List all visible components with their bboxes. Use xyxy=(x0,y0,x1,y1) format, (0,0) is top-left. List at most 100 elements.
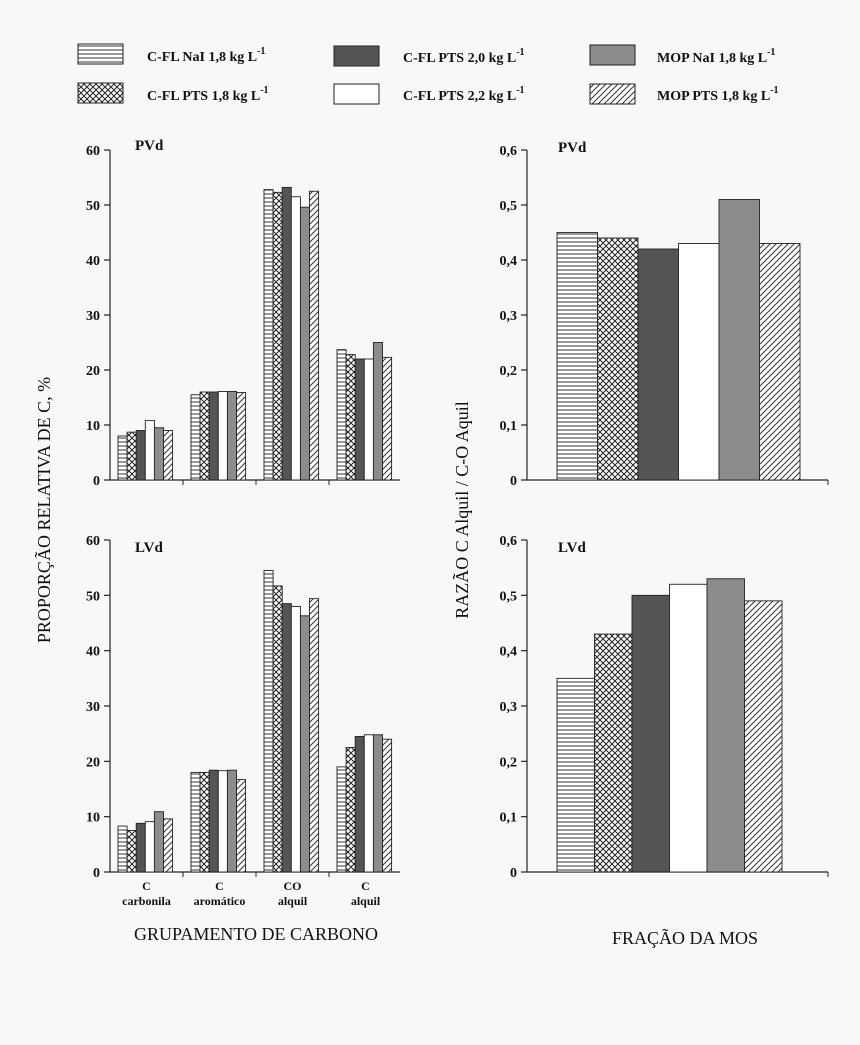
y-tick-label: 40 xyxy=(86,645,100,660)
bar-crosshatch-3 xyxy=(345,354,356,481)
legend-item-cfl-pts-18: C-FL PTS 1,8 kg L-1 xyxy=(77,82,269,104)
bar-white-1 xyxy=(217,770,228,873)
bar-dark-2 xyxy=(281,186,292,481)
y-tick-label: 30 xyxy=(86,309,100,324)
y-tick-label: 20 xyxy=(86,755,100,770)
bar-hlines-3 xyxy=(336,766,347,873)
y-tick-label: 50 xyxy=(86,199,100,214)
bar-white-2 xyxy=(290,605,301,873)
y-tick-label: 0 xyxy=(510,866,517,881)
bar-white-3 xyxy=(363,734,374,873)
bar-diag xyxy=(744,600,783,873)
bar-diag-3 xyxy=(382,356,393,481)
chart-top-right-pvd: PVd 0 0,1 0,2 0,3 0,4 0,5 0,6 xyxy=(500,140,829,489)
svg-text:C-FL PTS 1,8 kg L-1: C-FL PTS 1,8 kg L-1 xyxy=(147,85,269,104)
bar-gray-1 xyxy=(226,391,237,481)
y-tick-label: 50 xyxy=(86,589,100,604)
chart-bottom-left-lvd: LVd0102030405060CcarbonilaCaromáticoCOal… xyxy=(86,534,400,908)
bar-gray-2 xyxy=(299,206,310,481)
y-tick-label: 0,6 xyxy=(500,144,518,159)
legend-item-mop-nai-18: MOP NaI 1,8 kg L-1 xyxy=(589,44,775,66)
y-tick-label: 0,2 xyxy=(500,755,518,770)
bar-white xyxy=(678,243,720,481)
y-tick-label: 0,1 xyxy=(500,419,518,434)
bar-dark-3 xyxy=(354,735,365,873)
y-tick-label: 0 xyxy=(93,474,100,489)
panel-title: LVd xyxy=(135,540,163,556)
bar-hlines-1 xyxy=(190,771,201,873)
x-tick-label: alquil xyxy=(278,894,308,908)
bar-diag-3 xyxy=(382,738,393,873)
legend-label: MOP NaI 1,8 kg L xyxy=(657,51,767,66)
bar-hlines-2 xyxy=(263,569,274,873)
y-tick-label: 0,4 xyxy=(500,645,518,660)
right-y-axis-title: RAZÃO C Alquil / C-O Aquil xyxy=(451,401,472,619)
y-tick-label: 0,1 xyxy=(500,811,518,826)
y-tick-label: 20 xyxy=(86,364,100,379)
panel-title: PVd xyxy=(135,138,164,154)
y-tick-label: 60 xyxy=(86,534,100,549)
legend-swatch xyxy=(77,43,124,65)
bar-white xyxy=(669,583,708,873)
svg-text:MOP PTS 1,8 kg L-1: MOP PTS 1,8 kg L-1 xyxy=(657,85,779,104)
bar-crosshatch-1 xyxy=(199,771,210,873)
y-tick-label: 0,2 xyxy=(500,364,518,379)
bar-white-2 xyxy=(290,196,301,481)
legend-sup: -1 xyxy=(767,47,775,58)
x-tick-label: C xyxy=(361,879,370,893)
bar-white-1 xyxy=(217,391,228,481)
bar-gray xyxy=(706,578,745,873)
bar-hlines-0 xyxy=(117,435,128,481)
svg-text:C-FL PTS 2,2 kg L-1: C-FL PTS 2,2 kg L-1 xyxy=(403,85,525,104)
bar-hlines-2 xyxy=(263,189,274,481)
y-tick-label: 0,4 xyxy=(500,254,518,269)
svg-text:MOP NaI 1,8 kg L-1: MOP NaI 1,8 kg L-1 xyxy=(657,47,775,66)
legend-sup: -1 xyxy=(770,85,778,96)
y-tick-label: 0,5 xyxy=(500,589,518,604)
bar-dark-2 xyxy=(281,603,292,873)
legend: C-FL NaI 1,8 kg L-1 C-FL PTS 1,8 kg L-1 … xyxy=(77,43,779,105)
bar-hlines-0 xyxy=(117,825,128,873)
y-tick-label: 30 xyxy=(86,700,100,715)
bar-crosshatch-0 xyxy=(126,830,137,873)
y-tick-label: 0 xyxy=(93,866,100,881)
legend-swatch xyxy=(77,82,124,104)
legend-label: C-FL PTS 1,8 kg L xyxy=(147,89,260,104)
x-tick-label: C xyxy=(215,879,224,893)
svg-text:C-FL PTS 2,0 kg L-1: C-FL PTS 2,0 kg L-1 xyxy=(403,47,525,66)
bar-crosshatch-3 xyxy=(345,747,356,873)
bar-hlines-1 xyxy=(190,394,201,481)
legend-label: MOP PTS 1,8 kg L xyxy=(657,89,770,104)
chart-bottom-right-lvd: LVd 0 0,1 0,2 0,3 0,4 0,5 0,6 xyxy=(500,534,829,881)
y-tick-label: 0,6 xyxy=(500,534,518,549)
x-tick-label: aromático xyxy=(194,894,246,908)
bar-crosshatch-2 xyxy=(272,191,283,481)
legend-sup: -1 xyxy=(516,47,524,58)
bar-diag-1 xyxy=(236,392,247,481)
y-tick-label: 10 xyxy=(86,419,100,434)
y-tick-label: 0,3 xyxy=(500,700,518,715)
legend-item-cfl-pts-20: C-FL PTS 2,0 kg L-1 xyxy=(333,45,525,67)
bar-dark-3 xyxy=(354,358,365,481)
bar-gray-2 xyxy=(299,615,310,873)
bar-dark xyxy=(631,594,670,873)
bar-hlines xyxy=(556,232,598,481)
legend-swatch xyxy=(589,44,636,66)
x-tick-label: alquil xyxy=(351,894,381,908)
x-tick-label: carbonila xyxy=(122,894,171,908)
bar-dark-0 xyxy=(135,430,146,481)
legend-swatch xyxy=(589,83,636,105)
svg-text:C-FL NaI 1,8 kg L-1: C-FL NaI 1,8 kg L-1 xyxy=(147,46,265,65)
bar-gray-0 xyxy=(153,427,164,481)
y-tick-label: 0 xyxy=(510,474,517,489)
bar-dark-1 xyxy=(208,391,219,481)
bar-gray-3 xyxy=(372,342,383,481)
bar-diag-2 xyxy=(309,598,320,873)
bar-diag-1 xyxy=(236,779,247,873)
legend-label: C-FL NaI 1,8 kg L xyxy=(147,50,257,65)
bar-diag-0 xyxy=(163,430,174,481)
legend-sup: -1 xyxy=(516,85,524,96)
right-x-axis-title: FRAÇÃO DA MOS xyxy=(612,927,758,948)
bar-white-0 xyxy=(144,420,155,481)
